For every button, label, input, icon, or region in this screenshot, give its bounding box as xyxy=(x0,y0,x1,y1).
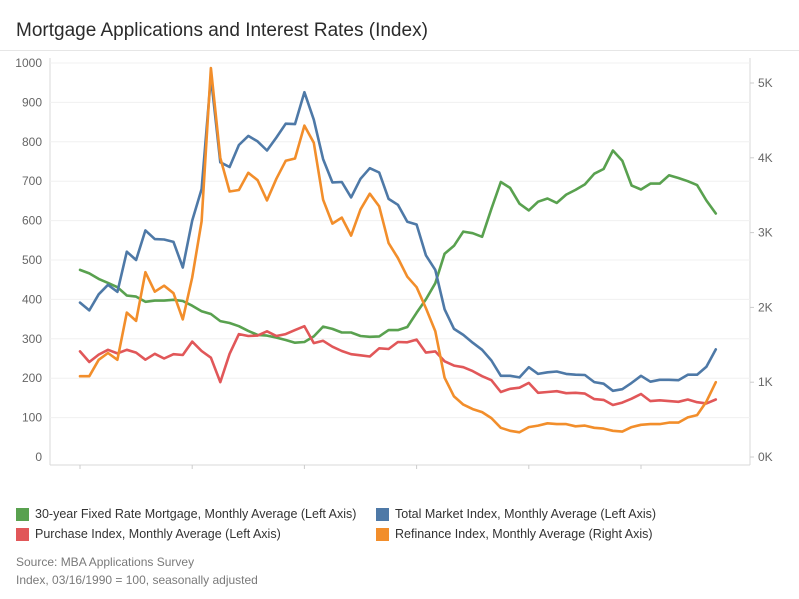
left-axis-tick-label: 200 xyxy=(22,371,42,385)
title-divider xyxy=(0,50,799,51)
grid xyxy=(49,58,751,466)
legend-label: Refinance Index, Monthly Average (Right … xyxy=(395,527,653,541)
right-axis-tick-label: 0K xyxy=(758,450,773,464)
series-line-refinance xyxy=(78,66,718,434)
legend-item-purchase: Purchase Index, Monthly Average (Left Ax… xyxy=(16,527,281,541)
right-axis-tick-label: 2K xyxy=(758,300,773,314)
left-axis-tick-label: 300 xyxy=(22,332,42,346)
left-axis-tick-label: 700 xyxy=(22,174,42,188)
right-axis-tick-label: 1K xyxy=(758,375,773,389)
right-axis-tick-label: 3K xyxy=(758,226,773,240)
legend-item-fixed-rate: 30-year Fixed Rate Mortgage, Monthly Ave… xyxy=(16,507,356,521)
legend-item-refinance: Refinance Index, Monthly Average (Right … xyxy=(376,527,653,541)
right-axis: 0K 1K 2K 3K 4K 5K xyxy=(750,76,773,464)
legend-label: Total Market Index, Monthly Average (Lef… xyxy=(395,507,657,521)
left-axis-tick-label: 100 xyxy=(22,411,42,425)
index-note: Index, 03/16/1990 = 100, seasonally adju… xyxy=(16,573,258,587)
legend-item-total-market: Total Market Index, Monthly Average (Lef… xyxy=(376,507,656,521)
right-axis-tick-label: 4K xyxy=(758,151,773,165)
legend-swatch xyxy=(16,527,29,541)
series-line-total-market xyxy=(78,75,718,393)
legend-swatch xyxy=(376,507,389,521)
left-axis-tick-label: 1000 xyxy=(15,56,42,70)
left-axis-tick-label: 500 xyxy=(22,253,42,267)
right-axis-tick-label: 5K xyxy=(758,76,773,90)
left-axis-tick-label: 600 xyxy=(22,214,42,228)
left-axis-tick-label: 400 xyxy=(22,292,42,306)
left-axis-tick-label: 800 xyxy=(22,135,42,149)
series-line-purchase xyxy=(78,324,718,407)
left-axis: 0 100 200 300 400 500 600 700 800 900 1000 xyxy=(15,56,42,464)
left-axis-tick-label: 900 xyxy=(22,95,42,109)
legend-swatch xyxy=(376,527,389,541)
line-chart: 0 100 200 300 400 500 600 700 800 900 1000 0K 1K 2K 3… xyxy=(15,56,773,469)
legend-label: Purchase Index, Monthly Average (Left Ax… xyxy=(35,527,281,541)
legend-label: 30-year Fixed Rate Mortgage, Monthly Ave… xyxy=(35,507,357,521)
left-axis-tick-label: 0 xyxy=(35,450,42,464)
series-lines xyxy=(78,66,718,434)
legend-swatch xyxy=(16,507,29,521)
source-note: Source: MBA Applications Survey xyxy=(16,555,195,569)
page-title: Mortgage Applications and Interest Rates… xyxy=(16,20,428,41)
x-axis: 201920202021202220232024 xyxy=(79,465,642,469)
